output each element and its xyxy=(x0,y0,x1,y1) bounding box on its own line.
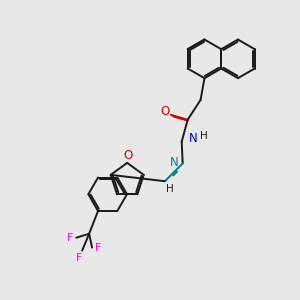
Text: O: O xyxy=(124,149,133,162)
Text: H: H xyxy=(166,184,174,194)
Text: N: N xyxy=(169,156,178,169)
Text: F: F xyxy=(67,233,74,243)
Text: H: H xyxy=(200,130,207,141)
Text: O: O xyxy=(160,105,170,119)
Text: N: N xyxy=(189,132,198,145)
Text: F: F xyxy=(76,253,83,262)
Text: F: F xyxy=(95,243,101,253)
